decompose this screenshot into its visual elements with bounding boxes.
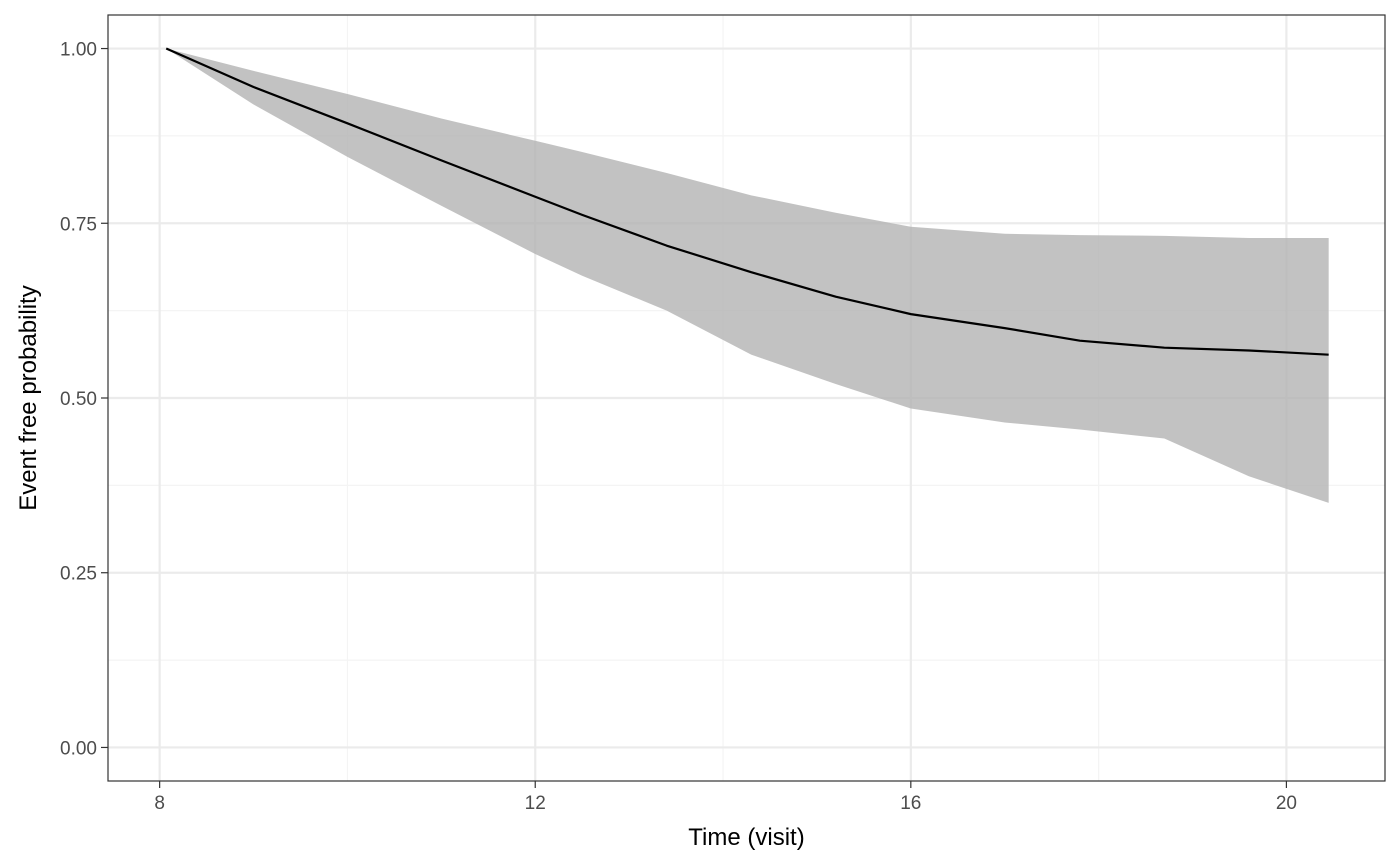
y-tick-label: 1.00 xyxy=(60,40,97,61)
y-tick-label: 0.25 xyxy=(60,564,97,585)
x-tick-label: 12 xyxy=(525,793,546,814)
confidence-band-layer xyxy=(166,48,1329,503)
confidence-band xyxy=(166,48,1329,503)
x-tick-label: 8 xyxy=(154,793,165,814)
y-tick-label: 0.75 xyxy=(60,214,97,235)
y-axis-ticks: 0.00 0.25 0.50 0.75 1.00 xyxy=(60,40,108,759)
y-tick-label: 0.00 xyxy=(60,738,97,759)
x-axis-ticks: 8 12 16 20 xyxy=(154,781,1297,814)
x-axis-title: Time (visit) xyxy=(688,824,804,851)
x-tick-label: 20 xyxy=(1276,793,1297,814)
y-tick-label: 0.50 xyxy=(60,389,97,410)
x-tick-label: 16 xyxy=(900,793,921,814)
survival-line-layer xyxy=(165,47,1329,356)
survival-line xyxy=(165,47,1329,356)
y-axis-title: Event free probability xyxy=(15,285,42,510)
